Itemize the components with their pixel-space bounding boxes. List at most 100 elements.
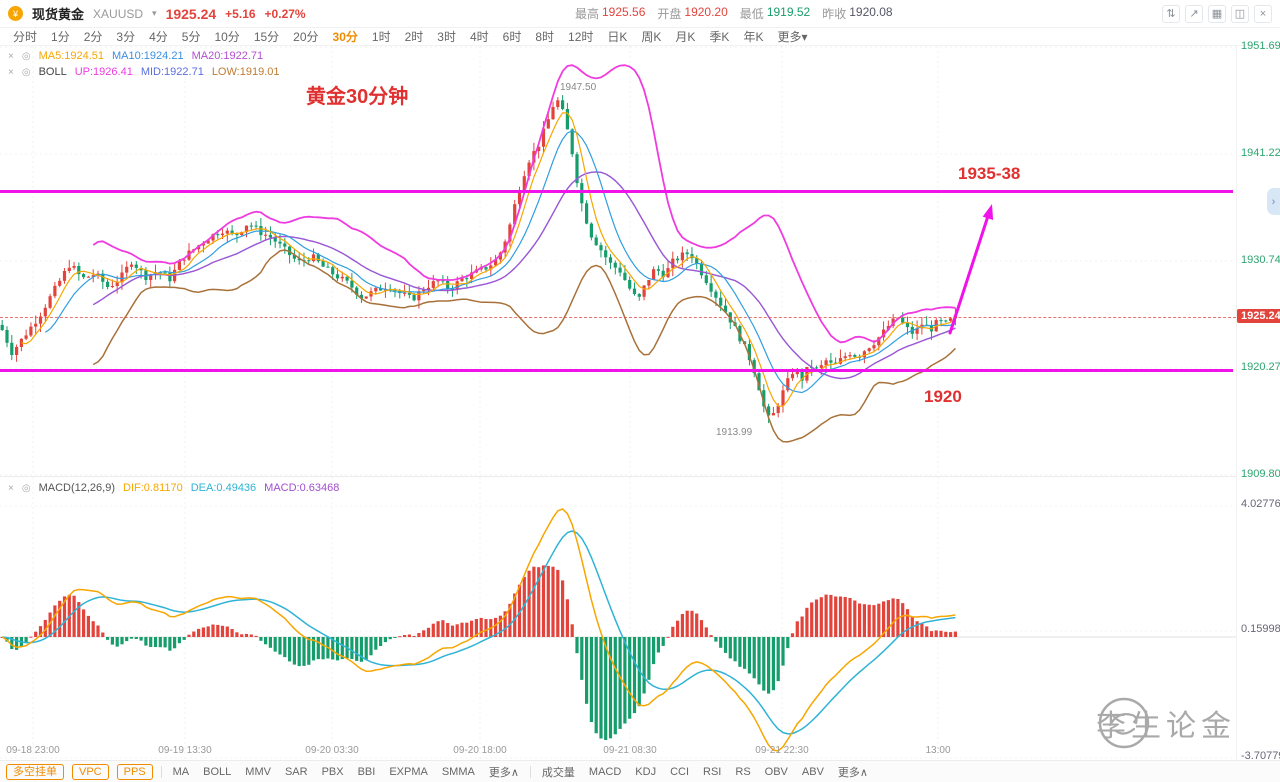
time-axis-label-3: 09-20 18:00: [453, 745, 507, 756]
legend-item-2: MID:1922.71: [140, 66, 204, 78]
main-indicator-更多∧[interactable]: 更多∧: [488, 766, 519, 779]
sub-indicator-成交量[interactable]: 成交量: [541, 766, 575, 779]
legend-visibility-icon[interactable]: ◎: [21, 482, 31, 494]
split-view-icon[interactable]: ◫: [1231, 4, 1249, 23]
timeframe-tab-15分[interactable]: 15分: [253, 29, 280, 44]
price-change: +5.16: [225, 6, 256, 21]
header-stat-2: 最低 1919.52: [740, 5, 810, 22]
main-indicator-SAR[interactable]: SAR: [284, 765, 308, 778]
stat-label: 昨收: [822, 7, 847, 21]
timeframe-tab-30分[interactable]: 30分: [332, 29, 358, 44]
legend-item-0: BOLL: [38, 66, 67, 78]
price-axis-label-2: 1930.74: [1241, 254, 1280, 266]
price-axis-label-3: 1920.27: [1241, 361, 1280, 373]
timeframe-tab-8时[interactable]: 8时: [535, 29, 555, 44]
price-axis-label-1: 1941.22: [1241, 147, 1280, 159]
legend-visibility-icon[interactable]: ◎: [21, 66, 31, 78]
support-label: 1920: [924, 387, 962, 406]
compare-icon[interactable]: ⇅: [1162, 4, 1180, 23]
legend-item-3: MACD:0.63468: [264, 482, 340, 494]
timeframe-tab-季K[interactable]: 季K: [709, 29, 730, 44]
footer-divider: [160, 765, 162, 778]
timeframe-tab-月K[interactable]: 月K: [675, 29, 696, 44]
stat-value: 1925.56: [602, 5, 646, 19]
current-price-badge: 1925.24: [1237, 309, 1280, 323]
support-line[interactable]: [0, 369, 1233, 372]
order-button-1[interactable]: VPC: [72, 763, 109, 780]
sub-indicator-KDJ[interactable]: KDJ: [635, 765, 657, 778]
timeframe-tab-2时[interactable]: 2时: [404, 29, 424, 44]
timeframe-tab-日K[interactable]: 日K: [607, 29, 628, 44]
sub-indicator-MACD[interactable]: MACD: [588, 765, 622, 778]
time-axis-label-6: 13:00: [925, 745, 951, 756]
timeframe-tab-4时[interactable]: 4时: [469, 29, 489, 44]
stat-value: 1919.52: [766, 5, 811, 19]
time-axis-label-0: 09-18 23:00: [6, 745, 60, 756]
order-button-2[interactable]: PPS: [116, 763, 153, 780]
sub-indicator-更多∧[interactable]: 更多∧: [837, 766, 868, 779]
sub-indicator-OBV[interactable]: OBV: [764, 765, 788, 778]
main-indicator-MMV[interactable]: MMV: [245, 765, 271, 778]
timeframe-tab-20分[interactable]: 20分: [293, 29, 319, 44]
time-axis-label-1: 09-19 13:30: [158, 745, 212, 756]
instrument-name: 现货黄金: [32, 7, 85, 22]
sub-indicator-RS[interactable]: RS: [735, 765, 751, 778]
timeframe-tab-年K[interactable]: 年K: [743, 29, 764, 44]
resistance-label: 1935-38: [958, 164, 1021, 183]
grid-layout-icon[interactable]: ▦: [1208, 4, 1226, 23]
time-axis-label-5: 09-21 22:30: [755, 745, 809, 756]
panel-collapse-button[interactable]: ›: [1267, 188, 1280, 215]
timeframe-tab-5分[interactable]: 5分: [181, 29, 201, 44]
timeframe-tab-4分[interactable]: 4分: [149, 29, 168, 44]
timeframe-tab-1分[interactable]: 1分: [51, 29, 70, 44]
axis-divider: [1236, 46, 1237, 760]
timeframe-tab-10分[interactable]: 10分: [214, 29, 240, 44]
main-indicator-PBX[interactable]: PBX: [321, 765, 344, 778]
trend-line-icon[interactable]: ↗: [1185, 4, 1203, 23]
header-icons: ⇅ ↗ ▦ ◫ ×: [1162, 4, 1272, 23]
price-change-pct: +0.27%: [264, 6, 306, 21]
sub-indicator-CCI[interactable]: CCI: [670, 765, 690, 778]
stat-label: 最高: [574, 7, 599, 21]
main-indicator-BOLL[interactable]: BOLL: [203, 765, 232, 778]
symbol-dropdown-icon[interactable]: ▾: [152, 8, 157, 18]
legend-close-icon[interactable]: ×: [8, 482, 14, 494]
timeframe-tab-3分[interactable]: 3分: [116, 29, 136, 44]
header-stat-0: 最高 1925.56: [575, 5, 645, 22]
legend-close-icon[interactable]: ×: [8, 50, 14, 62]
resistance-line[interactable]: [0, 190, 1233, 193]
timeframe-tab-2分[interactable]: 2分: [83, 29, 103, 44]
legend-item-3: LOW:1919.01: [211, 66, 280, 78]
timeframe-tab-更多▾[interactable]: 更多▾: [777, 29, 808, 44]
timeframe-tab-分时[interactable]: 分时: [13, 29, 38, 44]
timeframe-tab-12时[interactable]: 12时: [568, 29, 594, 44]
macd-axis-label-1: 0.15998: [1241, 623, 1280, 635]
time-axis-label-2: 09-20 03:30: [305, 745, 359, 756]
legend-close-icon[interactable]: ×: [8, 66, 14, 78]
main-chart-canvas[interactable]: [0, 46, 1236, 476]
macd-chart-canvas[interactable]: [0, 476, 1236, 760]
order-button-0[interactable]: 多空挂单: [6, 763, 64, 780]
timeframe-tab-3时[interactable]: 3时: [437, 29, 456, 44]
sub-indicator-ABV[interactable]: ABV: [801, 765, 824, 778]
timeframe-bar: 分时 1分 2分 3分 4分 5分 10分 15分 20分 30分 1时 2时 3时 4时 6时 8时 12时日…: [0, 28, 1280, 46]
legend-item-0: MACD(12,26,9): [38, 482, 115, 494]
timeframe-tab-1时[interactable]: 1时: [371, 29, 391, 44]
main-indicator-MA[interactable]: MA: [172, 765, 190, 778]
watermark: 李生论金: [1096, 697, 1236, 749]
timeframe-tab-6时[interactable]: 6时: [502, 29, 522, 44]
watermark-logo-icon: [1098, 697, 1150, 749]
close-icon[interactable]: ×: [1254, 4, 1272, 23]
footer-toolbar: 多空挂单 VPC PPS MA BOLL MMV SAR PBX BBI EXPMA SMMA 更多∧…: [0, 760, 1280, 782]
legend-visibility-icon[interactable]: ◎: [21, 50, 31, 62]
legend-item-2: DEA:0.49436: [190, 482, 257, 494]
header-stat-3: 昨收 1920.08: [822, 5, 892, 22]
main-indicator-SMMA[interactable]: SMMA: [441, 765, 475, 778]
sub-indicator-RSI[interactable]: RSI: [703, 765, 722, 778]
macd-axis-label-2: -3.70779: [1241, 750, 1280, 762]
timeframe-tab-周K[interactable]: 周K: [641, 29, 662, 44]
main-indicator-BBI[interactable]: BBI: [357, 765, 376, 778]
legend-item-1: UP:1926.41: [74, 66, 133, 78]
main-indicator-EXPMA[interactable]: EXPMA: [389, 765, 428, 778]
